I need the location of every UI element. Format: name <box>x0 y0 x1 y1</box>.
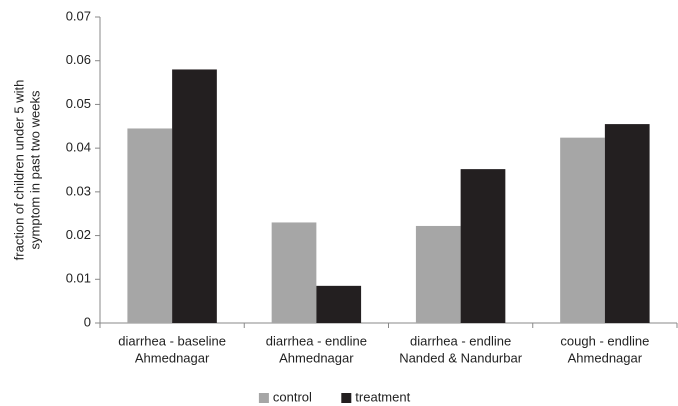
x-tick-label: Nanded & Nandurbar <box>399 350 523 365</box>
y-tick-label: 0.06 <box>66 52 91 67</box>
y-tick-label: 0.01 <box>66 271 91 286</box>
y-axis-title-line: symptom in past two weeks <box>27 90 42 249</box>
x-tick-label: diarrhea - endline <box>266 333 367 348</box>
legend-swatch <box>258 393 269 403</box>
bar <box>271 222 317 323</box>
x-tick-label: Ahmednagar <box>568 350 643 365</box>
legend-label: control <box>273 389 312 404</box>
bar <box>172 69 217 323</box>
y-tick-label: 0.05 <box>66 96 91 111</box>
bar <box>316 285 362 323</box>
y-tick-label: 0.02 <box>66 227 91 242</box>
y-axis-title-line: fraction of children under 5 with <box>11 80 26 261</box>
y-tick-label: 0.07 <box>66 8 91 23</box>
x-tick-label: cough - endline <box>560 333 649 348</box>
x-tick-label: Ahmednagar <box>279 350 354 365</box>
bar <box>560 137 605 323</box>
x-tick-label: diarrhea - endline <box>410 333 511 348</box>
bar <box>460 169 506 323</box>
bar <box>604 124 650 323</box>
legend-swatch <box>341 393 352 403</box>
y-tick-label: 0.04 <box>66 140 91 155</box>
legend-label: treatment <box>355 389 410 404</box>
x-tick-label: diarrhea - baseline <box>118 333 226 348</box>
y-tick-label: 0.03 <box>66 183 91 198</box>
bar <box>415 225 461 323</box>
y-axis-title: fraction of children under 5 with sympto… <box>11 80 42 261</box>
x-tick-label: Ahmednagar <box>135 350 210 365</box>
y-tick-label: 0 <box>84 314 91 329</box>
bar <box>127 128 173 323</box>
